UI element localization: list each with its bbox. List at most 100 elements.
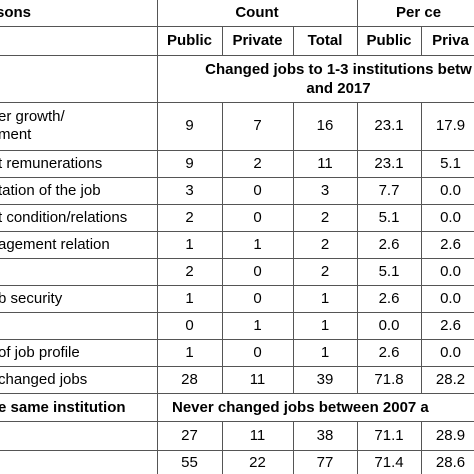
cell: 0 [185,316,194,334]
column-rule [357,102,358,150]
cell: 5.1 [378,262,400,280]
cell: 2.6 [440,316,461,334]
cell: 77 [316,454,334,471]
row-rule [0,366,474,367]
row-label: t remunerations [0,154,103,172]
column-rule [293,285,294,312]
column-rule [222,312,223,339]
row-label: of job profile [0,343,80,361]
header-reasons: sons [0,4,32,21]
column-header: Public [166,32,212,49]
cell: 3 [320,181,330,199]
cell: 71.4 [374,454,404,471]
column-rule [222,26,223,55]
column-rule [421,26,422,55]
column-rule [421,204,422,231]
row-label: agement relation [0,235,110,253]
cell: 2 [185,208,194,226]
cell: 7.7 [378,181,400,199]
cell: 0 [253,343,262,361]
cell: 1 [185,289,194,307]
row-rule [0,285,474,286]
section-title: Never changed jobs between 2007 a [172,399,429,416]
column-rule [293,231,294,258]
column-rule [222,102,223,150]
row-label: ment [0,126,32,143]
cell: 23.1 [374,154,404,172]
column-header: Public [366,32,412,49]
column-rule [293,366,294,393]
row-rule [0,55,474,56]
column-rule [357,177,358,204]
cell: 71.1 [374,426,404,444]
cell: 0.0 [440,181,461,199]
row-label: er growth/ [0,108,65,125]
cell: 0 [253,289,262,307]
column-rule [421,450,422,474]
column-rule [421,102,422,150]
column-rule [222,150,223,177]
column-rule [222,366,223,393]
cell: 5.1 [378,208,400,226]
column-rule [357,231,358,258]
cell: 1 [320,316,330,334]
column-rule [293,177,294,204]
column-rule [357,339,358,366]
row-label: tation of the job [0,181,101,199]
cell: 0.0 [440,343,461,361]
cell: 55 [181,454,198,471]
cell: 1 [185,343,194,361]
cell: 0 [253,208,262,226]
column-rule [357,0,358,55]
cell: 2.6 [378,343,400,361]
column-rule [357,285,358,312]
cell: 1 [185,235,194,253]
cell: 1 [253,235,262,253]
column-header: Priva [432,32,469,49]
row-rule [0,258,474,259]
cell: 2 [185,262,194,280]
column-rule [421,366,422,393]
cell: 38 [316,426,334,444]
cell: 28.2 [435,370,466,388]
cell: 22 [249,454,266,471]
cell: 2 [253,154,262,172]
cell: 3 [185,181,194,199]
column-rule [222,204,223,231]
cell: 39 [316,370,334,388]
cell: 28.9 [435,426,466,444]
header-count: Count [235,4,279,21]
cell: 2 [320,262,330,280]
column-rule [357,204,358,231]
cell: 9 [185,154,194,172]
row-rule [0,339,474,340]
column-header: Private [232,32,283,49]
cell: 27 [181,426,198,444]
column-rule [293,421,294,450]
column-rule [421,285,422,312]
cell: 0.0 [378,316,400,334]
section-label: e same institution [0,399,126,416]
cell: 11 [249,426,266,444]
cell: 71.8 [374,370,404,388]
column-rule [222,258,223,285]
column-rule [421,339,422,366]
column-rule [293,26,294,55]
row-label: b security [0,289,63,307]
column-rule [222,177,223,204]
cell: 2.6 [378,289,400,307]
column-rule [293,312,294,339]
cell: 17.9 [435,117,466,134]
cell: 0 [253,181,262,199]
column-rule [293,102,294,150]
cell: 2.6 [440,235,461,253]
column-rule [222,421,223,450]
row-rule [0,204,474,205]
column-rule [421,312,422,339]
row-rule [0,393,474,394]
cell: 2 [320,208,330,226]
column-rule [222,339,223,366]
column-rule [421,258,422,285]
cell: 0.0 [440,262,461,280]
